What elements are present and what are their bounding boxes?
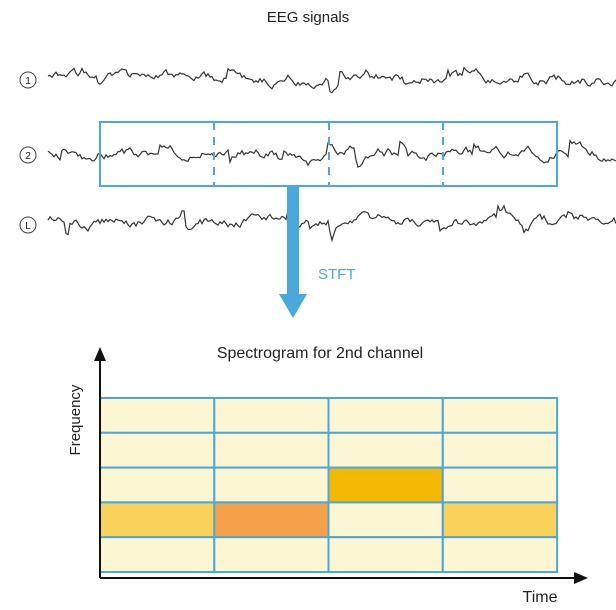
spectrogram-cell-r4-c1 bbox=[213, 536, 330, 574]
spectrogram-title: Spectrogram for 2nd channel bbox=[217, 345, 423, 362]
stft-label: STFT bbox=[318, 266, 356, 283]
y-axis-label: Frequency bbox=[67, 384, 84, 455]
eeg-title: EEG signals bbox=[267, 9, 350, 26]
spectrogram-axes: Frequency Time bbox=[67, 347, 588, 606]
stft-window bbox=[99, 121, 558, 187]
channel-3-label: L bbox=[25, 221, 31, 232]
spectrogram-cell-r1-c2 bbox=[327, 431, 444, 469]
channel-2: 2 bbox=[19, 138, 616, 168]
channel-3: L bbox=[19, 204, 616, 243]
spectrogram-cell-r2-c3 bbox=[441, 466, 559, 504]
channel-2-label: 2 bbox=[25, 151, 31, 162]
spectrogram-cell-r3-c2 bbox=[327, 501, 444, 539]
channel-2-marker bbox=[19, 146, 37, 164]
spectrogram-cell-r0-c0 bbox=[99, 397, 216, 434]
x-axis-arrowhead bbox=[574, 572, 588, 584]
arrow-head bbox=[279, 294, 307, 318]
spectrogram-cell-r0-c2 bbox=[327, 397, 444, 434]
channel-2-signal bbox=[47, 138, 616, 168]
spectrogram-cell-r3-c3 bbox=[441, 501, 559, 539]
spectrogram-grid bbox=[99, 397, 559, 574]
spectrogram-cell-r0-c1 bbox=[213, 397, 330, 434]
spectrogram-cell-r4-c0 bbox=[99, 536, 216, 574]
spectrogram-cell-r2-c2 bbox=[327, 466, 444, 504]
spectrogram-cell-r4-c3 bbox=[441, 536, 559, 574]
channel-1: 1 bbox=[19, 66, 616, 94]
channel-1-signal bbox=[47, 66, 616, 94]
arrow-shaft bbox=[287, 186, 299, 296]
x-axis-label: Time bbox=[523, 589, 558, 606]
spectrogram-cell-r1-c3 bbox=[441, 431, 559, 469]
channel-1-label: 1 bbox=[25, 76, 31, 87]
channel-1-marker bbox=[19, 71, 37, 89]
channel-3-signal bbox=[47, 204, 616, 243]
spectrogram-cell-r2-c0 bbox=[99, 466, 216, 504]
spectrogram-cell-r4-c2 bbox=[327, 536, 444, 574]
spectrogram-cell-r3-c0 bbox=[99, 501, 216, 539]
channel-3-marker bbox=[19, 216, 37, 234]
stft-arrow: STFT bbox=[279, 186, 356, 318]
spectrogram-cell-r1-c0 bbox=[99, 431, 216, 469]
spectrogram-cell-r1-c1 bbox=[213, 431, 330, 469]
spectrogram-cell-r0-c3 bbox=[441, 397, 559, 434]
spectrogram-cell-r2-c1 bbox=[213, 466, 330, 504]
y-axis-arrowhead bbox=[94, 347, 106, 361]
spectrogram-cell-r3-c1 bbox=[213, 501, 330, 539]
